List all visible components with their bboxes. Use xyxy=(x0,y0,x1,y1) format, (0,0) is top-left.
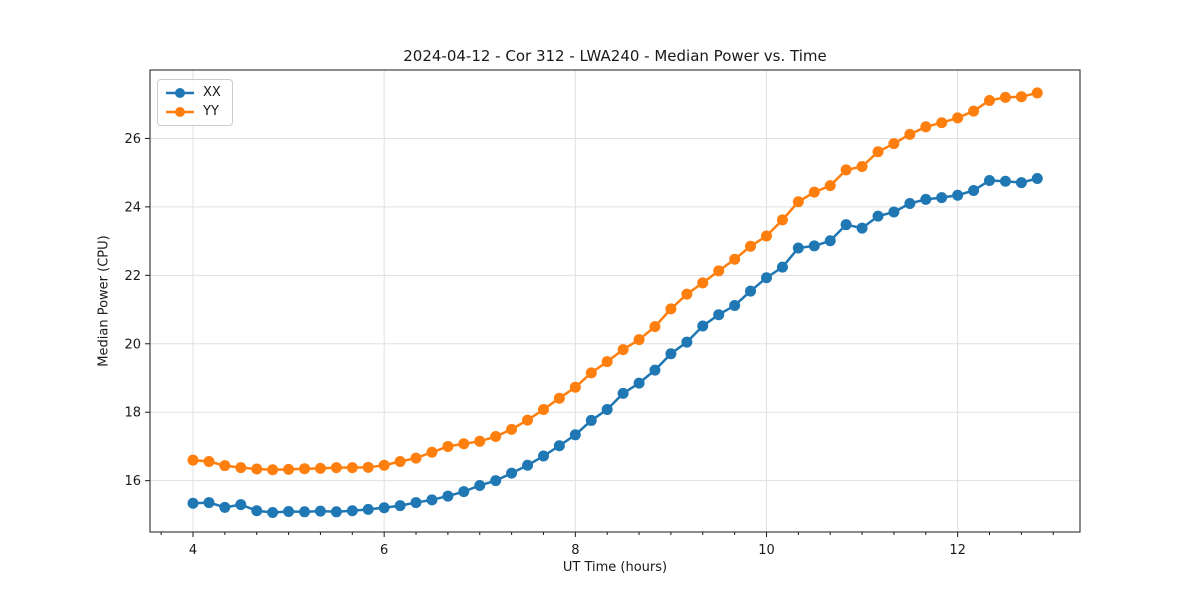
line-marker-icon xyxy=(166,107,194,117)
svg-text:20: 20 xyxy=(124,337,141,352)
chart-title: 2024-04-12 - Cor 312 - LWA240 - Median P… xyxy=(403,47,827,65)
svg-text:22: 22 xyxy=(124,269,141,284)
svg-text:6: 6 xyxy=(380,543,388,558)
svg-text:8: 8 xyxy=(571,543,579,558)
svg-text:16: 16 xyxy=(124,474,141,489)
svg-text:10: 10 xyxy=(758,543,775,558)
svg-text:4: 4 xyxy=(189,543,197,558)
legend-label: XX xyxy=(203,85,221,100)
legend-item-yy: YY xyxy=(165,104,221,120)
svg-text:26: 26 xyxy=(124,132,141,147)
y-axis-label: Median Power (CPU) xyxy=(96,235,112,367)
svg-text:24: 24 xyxy=(124,200,141,215)
legend: XX YY xyxy=(157,79,233,126)
legend-item-xx: XX xyxy=(165,85,221,101)
svg-text:18: 18 xyxy=(124,406,141,421)
line-marker-icon xyxy=(166,88,194,98)
x-axis-label: UT Time (hours) xyxy=(562,560,668,575)
svg-text:12: 12 xyxy=(949,543,966,558)
legend-label: YY xyxy=(203,104,219,119)
